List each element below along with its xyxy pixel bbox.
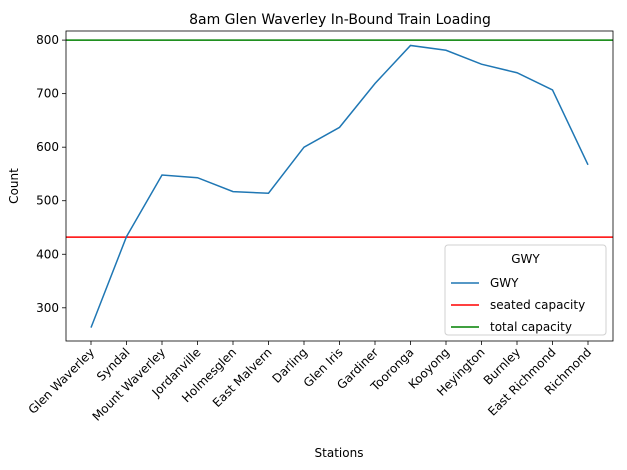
legend-title: GWY — [511, 252, 540, 266]
chart-title: 8am Glen Waverley In-Bound Train Loading — [189, 12, 491, 28]
legend-label: seated capacity — [490, 298, 585, 312]
y-tick-label: 300 — [36, 301, 59, 315]
plot-area — [66, 39, 613, 328]
legend: GWY GWY seated capacity total capacity — [444, 244, 607, 336]
legend-label: total capacity — [490, 320, 572, 334]
legend-box — [444, 244, 607, 336]
legend-label: GWY — [490, 276, 519, 290]
y-tick-label: 800 — [36, 33, 59, 47]
x-tick-label: Glen Waverley — [26, 345, 98, 417]
y-tick-label: 600 — [36, 140, 59, 154]
y-axis: 300 400 500 600 700 800 — [36, 33, 66, 315]
y-tick-label: 700 — [36, 87, 59, 101]
y-tick-label: 400 — [36, 247, 59, 261]
y-axis-label: Count — [7, 168, 21, 204]
x-axis-label: Stations — [315, 446, 364, 460]
y-tick-label: 500 — [36, 194, 59, 208]
